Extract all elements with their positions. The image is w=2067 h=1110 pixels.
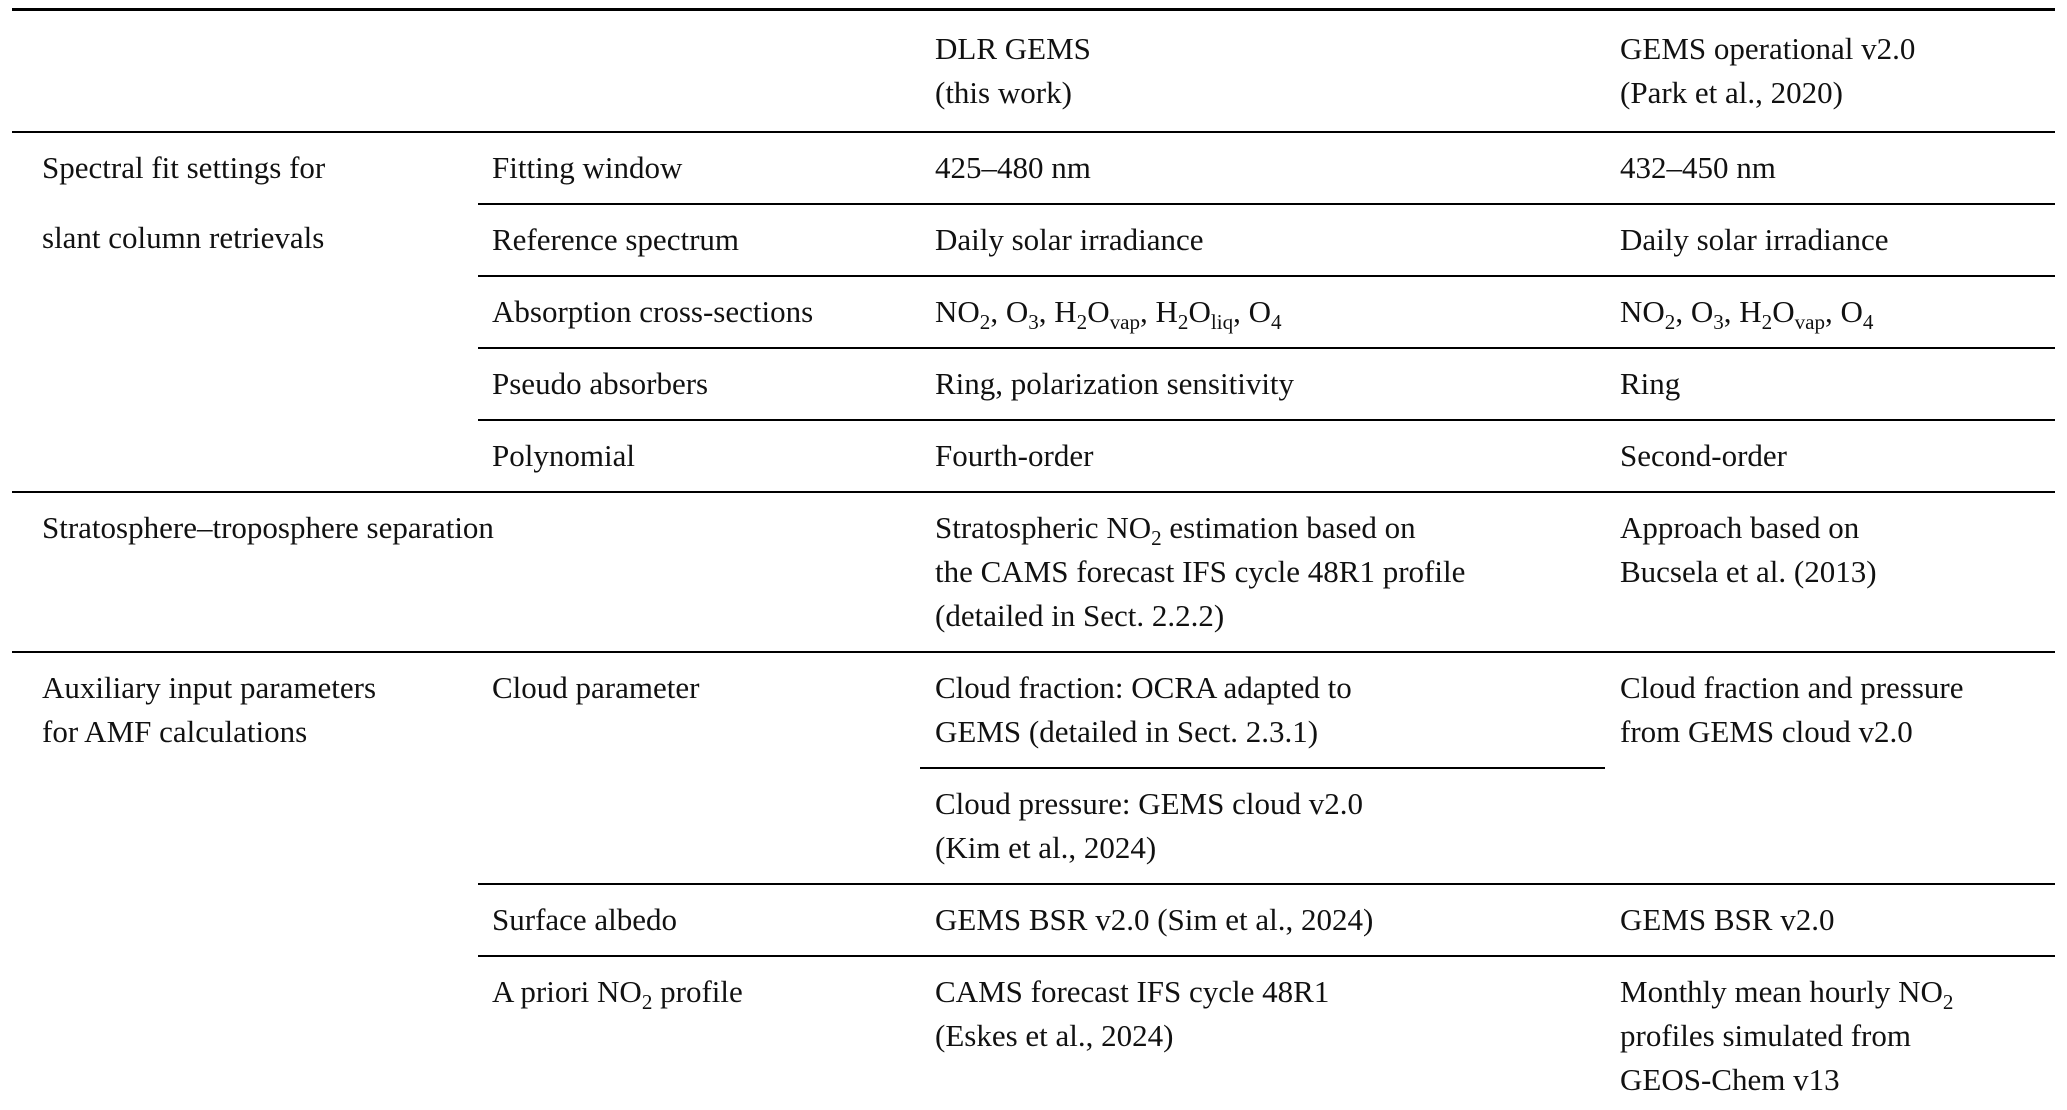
value-cell-operational-absorption-cross-sections: NO2, O3, H2Ovap, O4 <box>1605 276 2055 349</box>
table-row: Spectral fit settings for slant column r… <box>12 132 2055 493</box>
table-row: A priori NO2 profile CAMS forecast IFS c… <box>12 956 2055 1110</box>
table-header-row: DLR GEMS (this work) GEMS operational v2… <box>12 9 2055 133</box>
value-cell-dlr-pseudo-absorbers: Ring, polarization sensitivity <box>920 348 1605 421</box>
param-cell-reference-spectrum: Reference spectrum <box>478 204 920 277</box>
param-cell-fitting-window: Fitting window <box>478 132 920 205</box>
param-cell-surface-albedo: Surface albedo <box>478 884 920 957</box>
value-cell-dlr-polynomial: Fourth-order <box>920 420 1605 493</box>
value-cell-operational-stratosphere-separation: Approach based on Bucsela et al. (2013) <box>1605 492 2055 653</box>
row-group-label-stratosphere-separation: Stratosphere–troposphere separation <box>12 492 920 653</box>
table-row: Absorption cross-sections NO2, O3, H2Ova… <box>12 276 2055 349</box>
value-cell-dlr-fitting-window: 425–480 nm <box>920 132 1605 205</box>
table-row: Reference spectrum Daily solar irradianc… <box>12 204 2055 277</box>
param-cell-absorption-cross-sections: Absorption cross-sections <box>478 276 920 349</box>
value-cell-dlr-cloud-pressure: Cloud pressure: GEMS cloud v2.0 (Kim et … <box>920 768 1605 885</box>
value-cell-operational-cloud: Cloud fraction and pressure from GEMS cl… <box>1605 652 2055 885</box>
value-cell-operational-polynomial: Second-order <box>1605 420 2055 493</box>
table-row: Auxiliary input parameters for AMF calcu… <box>12 652 2055 885</box>
table-row: Polynomial Fourth-order Second-order <box>12 420 2055 493</box>
row-group-label-spectral-fit: Spectral fit settings for slant column r… <box>12 132 478 493</box>
value-cell-dlr-surface-albedo: GEMS BSR v2.0 (Sim et al., 2024) <box>920 884 1605 957</box>
value-cell-operational-reference-spectrum: Daily solar irradiance <box>1605 204 2055 277</box>
table-row: Surface albedo GEMS BSR v2.0 (Sim et al.… <box>12 884 2055 957</box>
value-cell-operational-surface-albedo: GEMS BSR v2.0 <box>1605 884 2055 957</box>
value-cell-operational-apriori-no2-profile: Monthly mean hourly NO2 profiles simulat… <box>1620 974 1954 1097</box>
value-cell-dlr-absorption-cross-sections: NO2, O3, H2Ovap, H2Oliq, O4 <box>920 276 1605 349</box>
table-row: Cloud pressure: GEMS cloud v2.0 (Kim et … <box>12 768 2055 885</box>
value-cell-operational-pseudo-absorbers: Ring <box>1605 348 2055 421</box>
param-cell-cloud-parameter: Cloud parameter <box>478 652 920 885</box>
header-spacer-cell <box>478 9 920 133</box>
param-cell-polynomial: Polynomial <box>478 420 920 493</box>
value-cell-dlr-cloud-fraction: Cloud fraction: OCRA adapted to GEMS (de… <box>920 652 1605 769</box>
column-header-dlr-gems: DLR GEMS (this work) <box>920 9 1605 133</box>
value-cell-operational-fitting-window: 432–450 nm <box>1605 132 2055 205</box>
table-row: Pseudo absorbers Ring, polarization sens… <box>12 348 2055 421</box>
header-spacer-cell <box>12 9 478 133</box>
column-header-gems-operational: GEMS operational v2.0 (Park et al., 2020… <box>1605 9 2055 133</box>
row-group-label-auxiliary-input: Auxiliary input parameters for AMF calcu… <box>42 670 377 749</box>
value-cell-dlr-stratosphere-separation: Stratospheric NO2 estimation based on th… <box>920 492 1605 653</box>
comparison-table: DLR GEMS (this work) GEMS operational v2… <box>12 8 2055 1110</box>
param-cell-pseudo-absorbers: Pseudo absorbers <box>478 348 920 421</box>
param-cell-apriori-no2-profile: A priori NO2 profile <box>492 974 743 1015</box>
value-cell-dlr-reference-spectrum: Daily solar irradiance <box>920 204 1605 277</box>
table-row: Stratosphere–troposphere separation Stra… <box>12 492 2055 653</box>
value-cell-dlr-apriori-no2-profile: CAMS forecast IFS cycle 48R1 (Eskes et a… <box>935 974 1330 1053</box>
